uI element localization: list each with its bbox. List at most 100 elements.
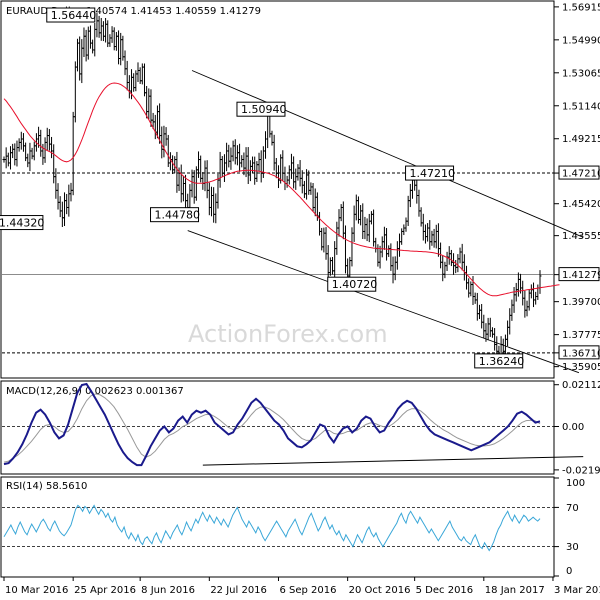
ohlc-bar	[395, 241, 399, 270]
ohlc-bar	[359, 205, 363, 226]
ohlc-bar	[419, 207, 423, 227]
ohlc-bar	[423, 224, 427, 244]
annotation-label: 1.44780	[155, 209, 201, 222]
ohlc-bar	[456, 254, 460, 273]
ohlc-bar	[212, 187, 216, 223]
ohlc-bar	[93, 22, 97, 57]
ohlc-bar	[28, 142, 32, 172]
price-tick-label: 1.47210	[562, 169, 600, 180]
ohlc-bar	[58, 196, 62, 218]
channel-upper-line	[191, 70, 584, 238]
ohlc-bar	[469, 281, 473, 297]
ohlc-bar	[117, 30, 121, 65]
ohlc-bar	[272, 134, 276, 171]
ohlc-bar	[276, 165, 280, 189]
price-tick-highlight	[558, 345, 600, 360]
rsi-axis: 100 70 30 0	[554, 477, 585, 577]
ohlc-bar	[482, 314, 486, 339]
ohlc-bar	[125, 60, 129, 91]
ma-line	[3, 82, 560, 297]
ohlc-bar	[75, 38, 79, 72]
ohlc-bar	[307, 170, 311, 195]
ohlc-bar	[421, 213, 425, 241]
descending-channel	[187, 70, 584, 374]
ohlc-bar	[15, 140, 19, 167]
ohlc-bar	[337, 209, 341, 237]
macd-trendline	[202, 456, 584, 466]
macd-panel-frame	[0, 380, 555, 475]
ohlc-bar	[84, 29, 88, 62]
moving-average	[3, 82, 560, 297]
ohlc-bar	[382, 226, 386, 250]
ohlc-bar	[367, 213, 371, 243]
ohlc-bar	[460, 243, 464, 271]
ohlc-bar	[209, 186, 213, 217]
ohlc-bar	[184, 174, 188, 210]
price-tick-label: 1.53065	[562, 68, 600, 79]
macd-signal-line	[3, 393, 541, 463]
ohlc-bar	[13, 143, 17, 166]
ohlc-bar	[309, 182, 313, 195]
x-tick-label: 18 Jan 2017	[485, 585, 545, 596]
ohlc-bar	[289, 153, 293, 179]
ohlc-bar	[88, 25, 92, 49]
ohlc-bar	[17, 138, 21, 152]
rsi-tick-label: 0	[566, 566, 572, 577]
macd-tick-label: 0.00	[562, 422, 584, 433]
ohlc-bar	[60, 201, 64, 227]
ohlc-bar	[508, 308, 512, 335]
ohlc-bar	[354, 194, 358, 221]
rsi-tick-label: 100	[566, 478, 585, 489]
rsi-line	[3, 504, 541, 552]
annotation-box	[0, 215, 44, 231]
ohlc-bar	[218, 151, 222, 188]
ohlc-bar	[181, 175, 185, 202]
ohlc-header: 1.40574 1.41453 1.40559 1.41279	[86, 6, 261, 17]
ohlc-bar	[45, 127, 49, 151]
annotation-box	[236, 101, 286, 117]
price-tick-highlight	[558, 165, 600, 180]
ohlc-bar	[162, 125, 166, 158]
price-tick-label: 1.39700	[562, 297, 600, 308]
ohlc-bar	[385, 228, 389, 261]
ohlc-bar	[73, 61, 77, 123]
price-tick-label: 1.56915	[562, 2, 600, 13]
price-tick-label: 1.45420	[562, 199, 600, 210]
ohlc-bar	[71, 111, 75, 196]
ohlc-bar	[119, 32, 123, 66]
annotation-label: 1.40720	[332, 278, 378, 291]
ohlc-bar	[142, 63, 146, 97]
price-tick-label: 1.37775	[562, 330, 600, 341]
ohlc-bar	[11, 143, 15, 159]
price-annotation: 1.56440	[46, 7, 97, 23]
ohlc-bar	[527, 289, 531, 311]
ohlc-bar	[339, 204, 343, 222]
ohlc-bar	[488, 317, 492, 337]
ohlc-bar	[475, 292, 479, 321]
ohlc-bar	[398, 233, 402, 257]
ohlc-bar	[436, 223, 440, 257]
ohlc-bar	[147, 88, 151, 120]
price-panel-frame	[0, 0, 555, 379]
annotation-label: 1.56440	[51, 9, 97, 22]
ohlc-bar	[101, 21, 105, 42]
macd-lines	[3, 382, 584, 467]
price-annotation: 1.36240	[474, 353, 524, 369]
ohlc-bar	[296, 164, 300, 181]
macd-main-line	[3, 382, 541, 467]
symbol-header: EURAUD,Daily	[6, 6, 77, 17]
rsi-tick-label: 30	[566, 542, 579, 553]
ohlc-bar	[166, 134, 170, 167]
ohlc-bar	[270, 130, 274, 146]
ohlc-bar	[534, 291, 538, 305]
ohlc-bar	[259, 150, 263, 183]
rsi-grid	[2, 507, 554, 547]
ohlc-bar	[19, 131, 23, 150]
ohlc-bar	[63, 192, 67, 227]
ohlc-bar	[110, 26, 114, 43]
ohlc-bar	[538, 270, 542, 294]
ohlc-bar	[281, 150, 285, 181]
ohlc-bar	[127, 75, 131, 99]
ohlc-bar	[408, 183, 412, 208]
